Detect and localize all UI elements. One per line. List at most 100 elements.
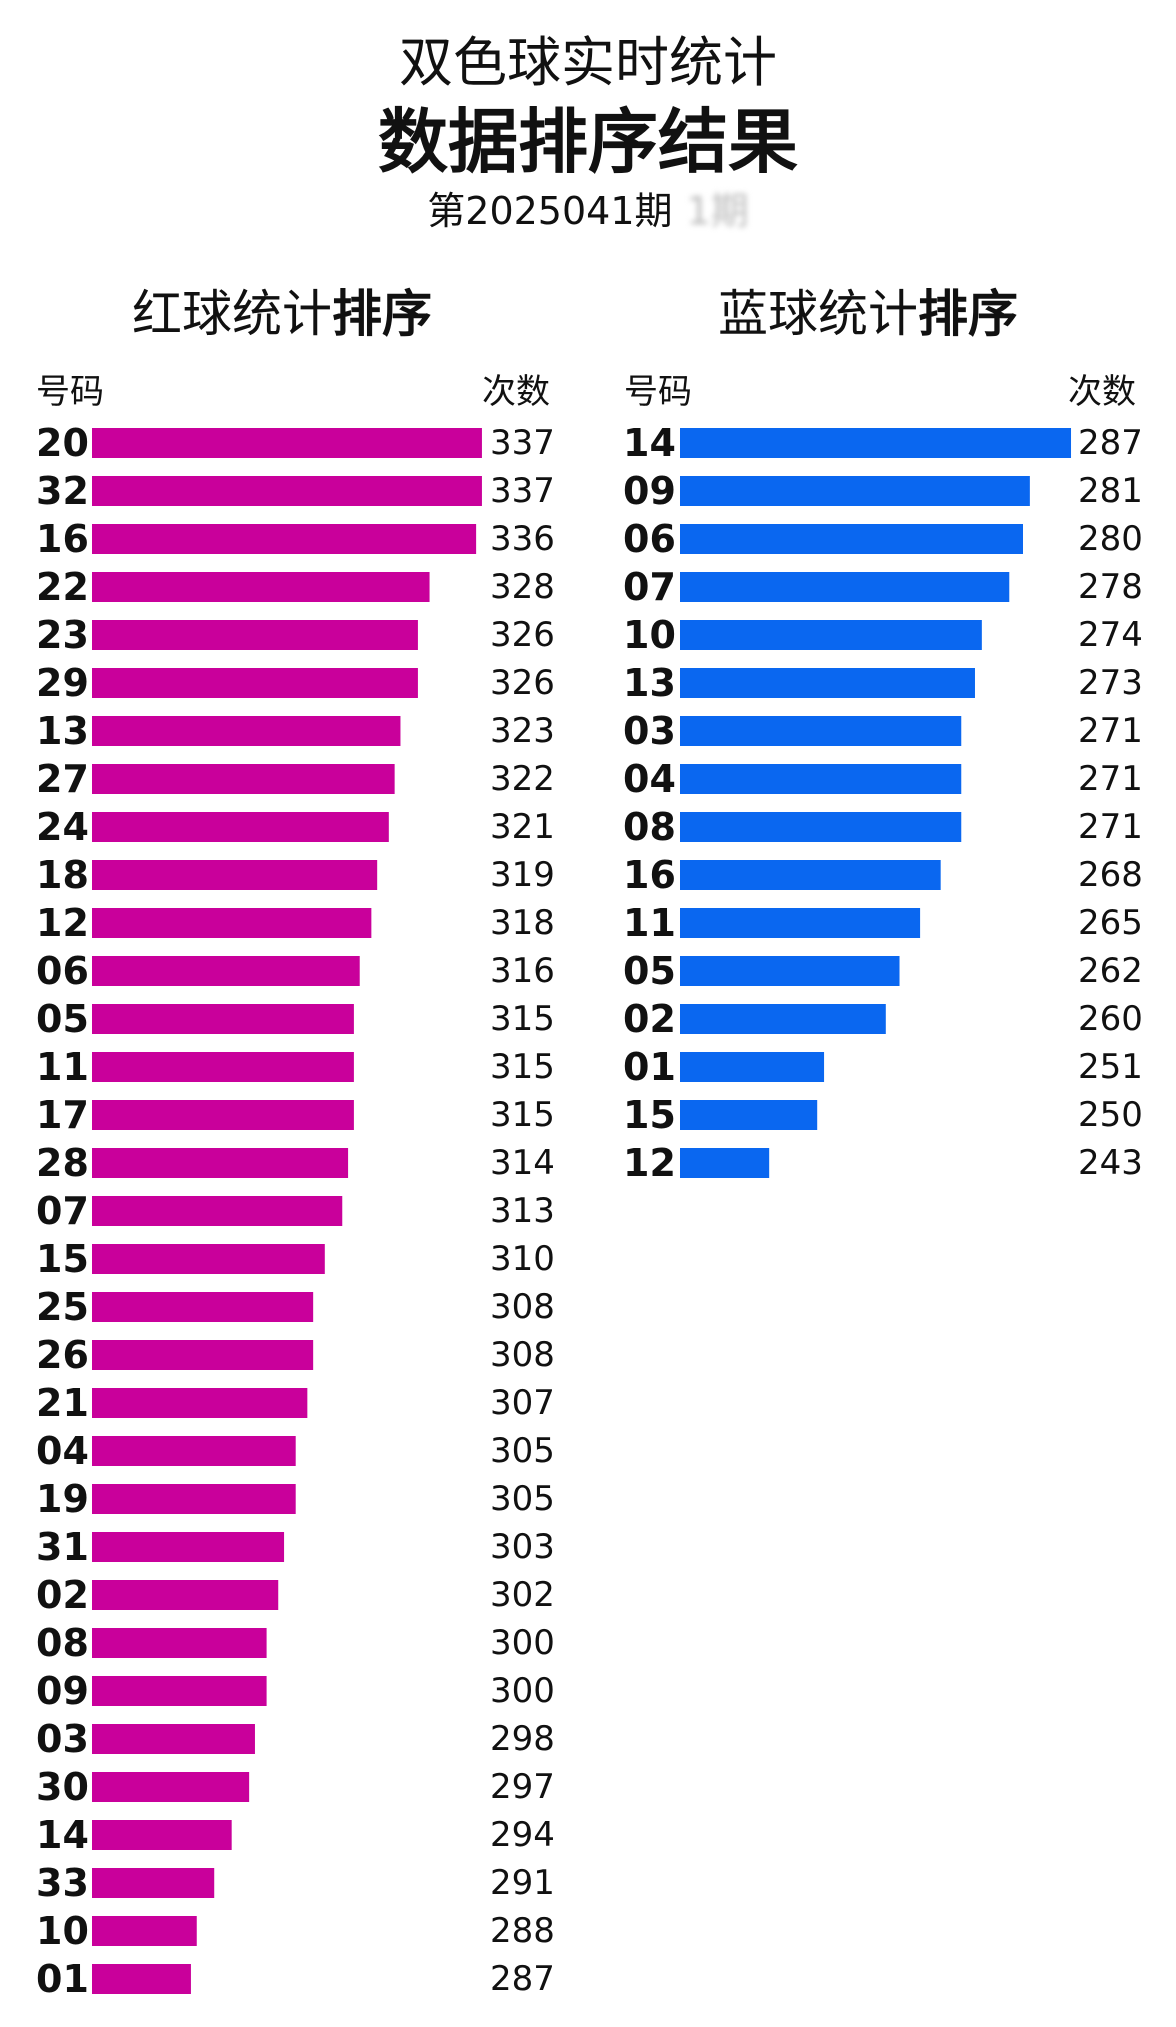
red-bar	[92, 812, 389, 842]
blue-count-label: 281	[1078, 471, 1143, 511]
red-ball-number: 08	[36, 1621, 89, 1665]
blue-bar	[680, 764, 962, 794]
red-ball-number: 32	[36, 469, 89, 513]
red-ball-number: 09	[36, 1669, 89, 1713]
red-title-normal: 红球统计	[132, 285, 332, 343]
blue-bar	[680, 524, 1023, 554]
red-count-label: 287	[490, 1959, 555, 1999]
red-ball-number: 11	[36, 1045, 89, 1089]
red-bar	[92, 1724, 255, 1754]
red-count-label: 316	[490, 951, 555, 991]
red-title-bold: 排序	[332, 285, 432, 343]
red-bar	[92, 1004, 354, 1034]
red-ball-number: 18	[36, 853, 89, 897]
red-ball-number: 13	[36, 709, 89, 753]
blue-title-bold: 排序	[918, 285, 1018, 343]
red-bar	[92, 1628, 267, 1658]
red-bar	[92, 1388, 308, 1418]
red-count-label: 305	[490, 1479, 555, 1519]
red-ball-number: 30	[36, 1765, 89, 1809]
blue-count-label: 274	[1078, 615, 1143, 655]
blue-bar	[680, 476, 1030, 506]
blue-count-label: 271	[1078, 759, 1143, 799]
red-ball-number: 02	[36, 1573, 89, 1617]
blue-ball-number: 11	[623, 901, 676, 945]
red-panel-title: 红球统计排序	[132, 282, 432, 346]
red-count-label: 313	[490, 1191, 555, 1231]
red-bar	[92, 476, 482, 506]
blue-bar	[680, 1100, 818, 1130]
red-bar	[92, 1916, 197, 1946]
blue-bar	[680, 1052, 825, 1082]
blue-count-label: 262	[1078, 951, 1143, 991]
red-ball-number: 14	[36, 1813, 89, 1857]
red-ball-number: 05	[36, 997, 89, 1041]
blue-count-label: 287	[1078, 423, 1143, 463]
red-ball-number: 29	[36, 661, 89, 705]
red-count-label: 336	[490, 519, 555, 559]
blue-count-label: 280	[1078, 519, 1143, 559]
red-bar	[92, 1100, 354, 1130]
blue-count-label: 243	[1078, 1143, 1143, 1183]
red-bar	[92, 1196, 343, 1226]
blue-ball-number: 05	[623, 949, 676, 993]
blue-bar	[680, 812, 962, 842]
red-ball-number: 19	[36, 1477, 89, 1521]
red-count-label: 300	[490, 1623, 555, 1663]
blue-panel-title: 蓝球统计排序	[718, 282, 1018, 346]
red-ball-number: 22	[36, 565, 89, 609]
red-bar	[92, 524, 477, 554]
red-count-label: 337	[490, 471, 555, 511]
red-bar	[92, 668, 418, 698]
blue-count-label: 278	[1078, 567, 1143, 607]
red-count-label: 297	[490, 1767, 555, 1807]
red-count-label: 315	[490, 1047, 555, 1087]
red-bar	[92, 428, 482, 458]
red-ball-number: 12	[36, 901, 89, 945]
red-count-label: 326	[490, 615, 555, 655]
red-count-label: 321	[490, 807, 555, 847]
blue-title-normal: 蓝球统计	[718, 285, 918, 343]
red-bar	[92, 956, 360, 986]
red-count-label: 315	[490, 999, 555, 1039]
blue-bar	[680, 1004, 886, 1034]
red-ball-number: 21	[36, 1381, 89, 1425]
red-bar	[92, 1052, 354, 1082]
blue-bar	[680, 860, 941, 890]
red-bar	[92, 1772, 250, 1802]
page-subtitle: 数据排序结果	[378, 101, 798, 183]
blue-ball-number: 16	[623, 853, 676, 897]
red-count-label: 305	[490, 1431, 555, 1471]
blue-bar	[680, 1148, 770, 1178]
blue-ball-number: 01	[623, 1045, 676, 1089]
red-ball-number: 24	[36, 805, 89, 849]
red-count-label: 322	[490, 759, 555, 799]
blue-bar	[680, 716, 962, 746]
blue-ball-number: 07	[623, 565, 676, 609]
blue-bar	[680, 908, 921, 938]
red-count-label: 300	[490, 1671, 555, 1711]
red-count-label: 319	[490, 855, 555, 895]
red-count-label: 337	[490, 423, 555, 463]
red-count-label: 303	[490, 1527, 555, 1567]
blue-count-label: 268	[1078, 855, 1143, 895]
red-count-label: 307	[490, 1383, 555, 1423]
red-ball-number: 17	[36, 1093, 89, 1137]
red-ball-number: 25	[36, 1285, 89, 1329]
red-ball-number: 01	[36, 1957, 89, 2001]
blue-ball-number: 02	[623, 997, 676, 1041]
blue-col-count-header: 次数	[1068, 372, 1136, 412]
red-ball-number: 07	[36, 1189, 89, 1233]
blue-ball-number: 14	[623, 421, 676, 465]
issue-label: 第2025041期 1期	[0, 186, 1176, 236]
red-count-label: 326	[490, 663, 555, 703]
red-bar	[92, 1532, 285, 1562]
red-bar	[92, 1820, 232, 1850]
red-bar	[92, 908, 372, 938]
red-count-label: 288	[490, 1911, 555, 1951]
red-bar	[92, 860, 378, 890]
red-count-label: 328	[490, 567, 555, 607]
blue-count-label: 273	[1078, 663, 1143, 703]
red-ball-number: 10	[36, 1909, 89, 1953]
